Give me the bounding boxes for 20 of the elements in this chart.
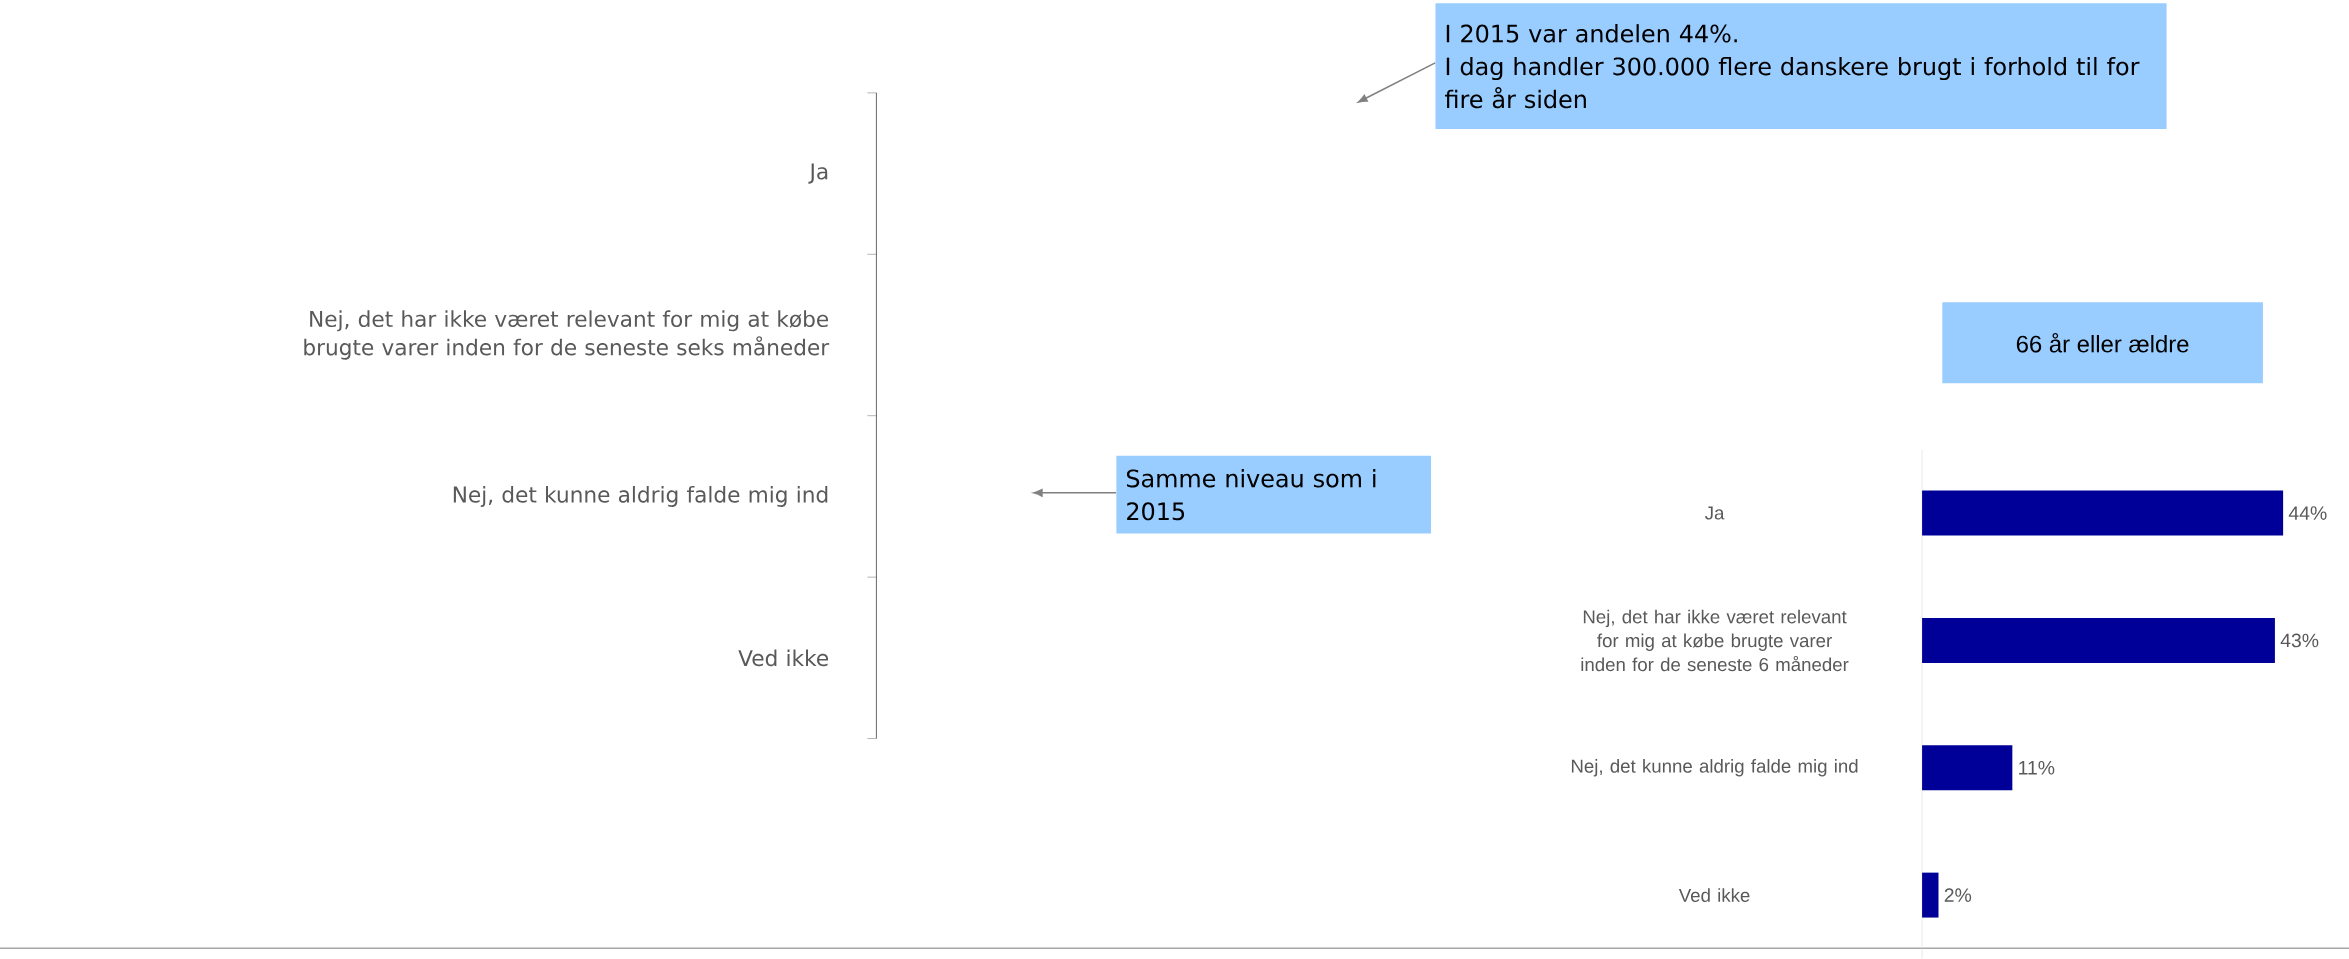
category-label: Nej, det kunne aldrig falde mig ind	[453, 486, 828, 507]
text: I 2015 var andelen 44%.	[1446, 24, 1737, 43]
bar	[1922, 490, 2284, 536]
data-label: 2%	[1944, 888, 1972, 903]
text: Samme niveau som i 2015	[1126, 469, 1376, 521]
bar	[1922, 745, 2013, 791]
bar	[1922, 618, 2275, 663]
y-tick-label: Ved ikke	[1678, 888, 1750, 903]
data-label: 11%	[2019, 761, 2055, 775]
data-label: 44%	[2288, 506, 2327, 520]
bar	[1922, 872, 1939, 918]
chart-title: 66 år eller ældre	[2016, 333, 2189, 353]
y-tick-label: Nej, det kunne aldrig falde mig ind	[1571, 759, 1858, 777]
data-label: 43%	[2280, 633, 2319, 648]
y-tick-label: Nej, det har ikke været relevant for mig at købe brugte varer inden for de seneste 6 måneder	[1581, 609, 1849, 672]
category-label: Ved ikke	[738, 649, 829, 667]
category-label: Ja	[808, 163, 828, 184]
y-tick-label: Ja	[1704, 506, 1725, 520]
text: I dag handler 300.000 flere danskere brugt i forhold til for fire år siden	[1445, 57, 2140, 109]
category-label: Nej, det har ikke været relevant for mig at købe brugte varer inden for de seneste seks måneder	[304, 310, 830, 360]
